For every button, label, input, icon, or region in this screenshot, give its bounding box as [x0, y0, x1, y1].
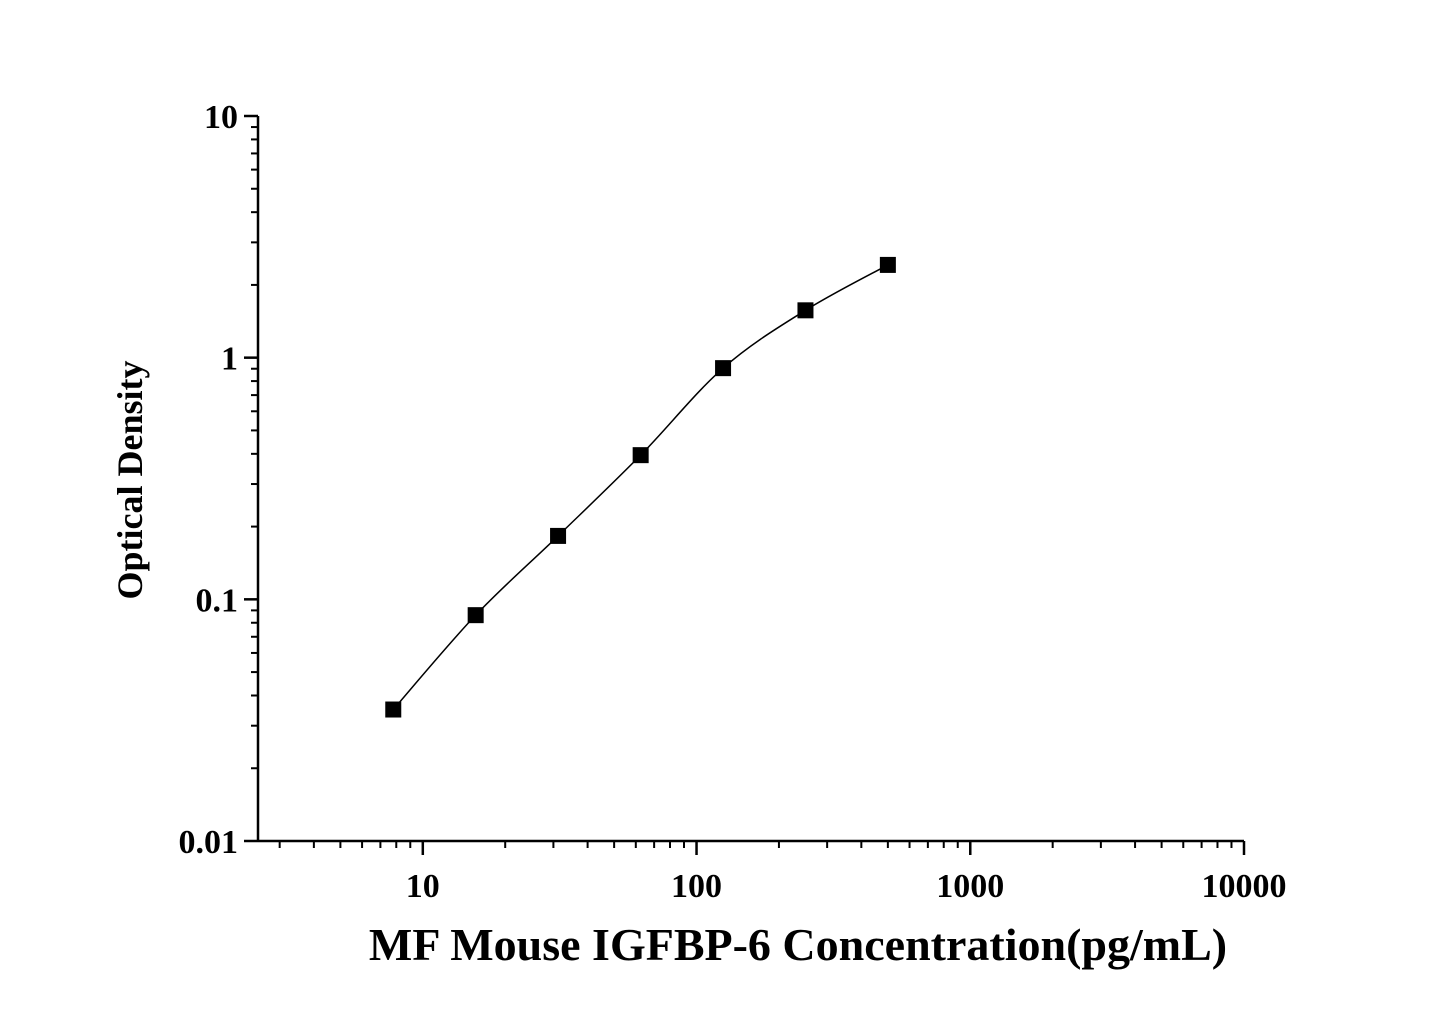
data-points — [385, 256, 896, 718]
fit-curve-group — [392, 264, 889, 711]
data-point-marker — [797, 302, 814, 319]
x-tick-label: 10000 — [1202, 868, 1287, 905]
data-point-marker — [385, 701, 402, 718]
data-point-marker — [467, 607, 484, 624]
data-point-marker — [632, 447, 649, 464]
y-tick-label: 0.1 — [196, 582, 239, 619]
x-tick-label: 100 — [671, 868, 722, 905]
x-tick-label: 1000 — [936, 868, 1004, 905]
data-point-marker — [879, 256, 896, 273]
x-tick-label: 10 — [406, 868, 440, 905]
x-axis-title: MF Mouse IGFBP-6 Concentration(pg/mL) — [369, 919, 1227, 970]
axes: 0.01 0.1 1 10 10 100 1000 10000 — [179, 99, 1287, 905]
data-point-marker — [550, 527, 567, 544]
y-tick-label: 10 — [204, 99, 238, 136]
y-tick-label: 1 — [221, 341, 238, 378]
data-point-marker — [715, 360, 732, 377]
fit-curve — [392, 264, 889, 711]
y-tick-label: 0.01 — [179, 824, 239, 861]
y-axis-title: Optical Density — [110, 361, 150, 600]
